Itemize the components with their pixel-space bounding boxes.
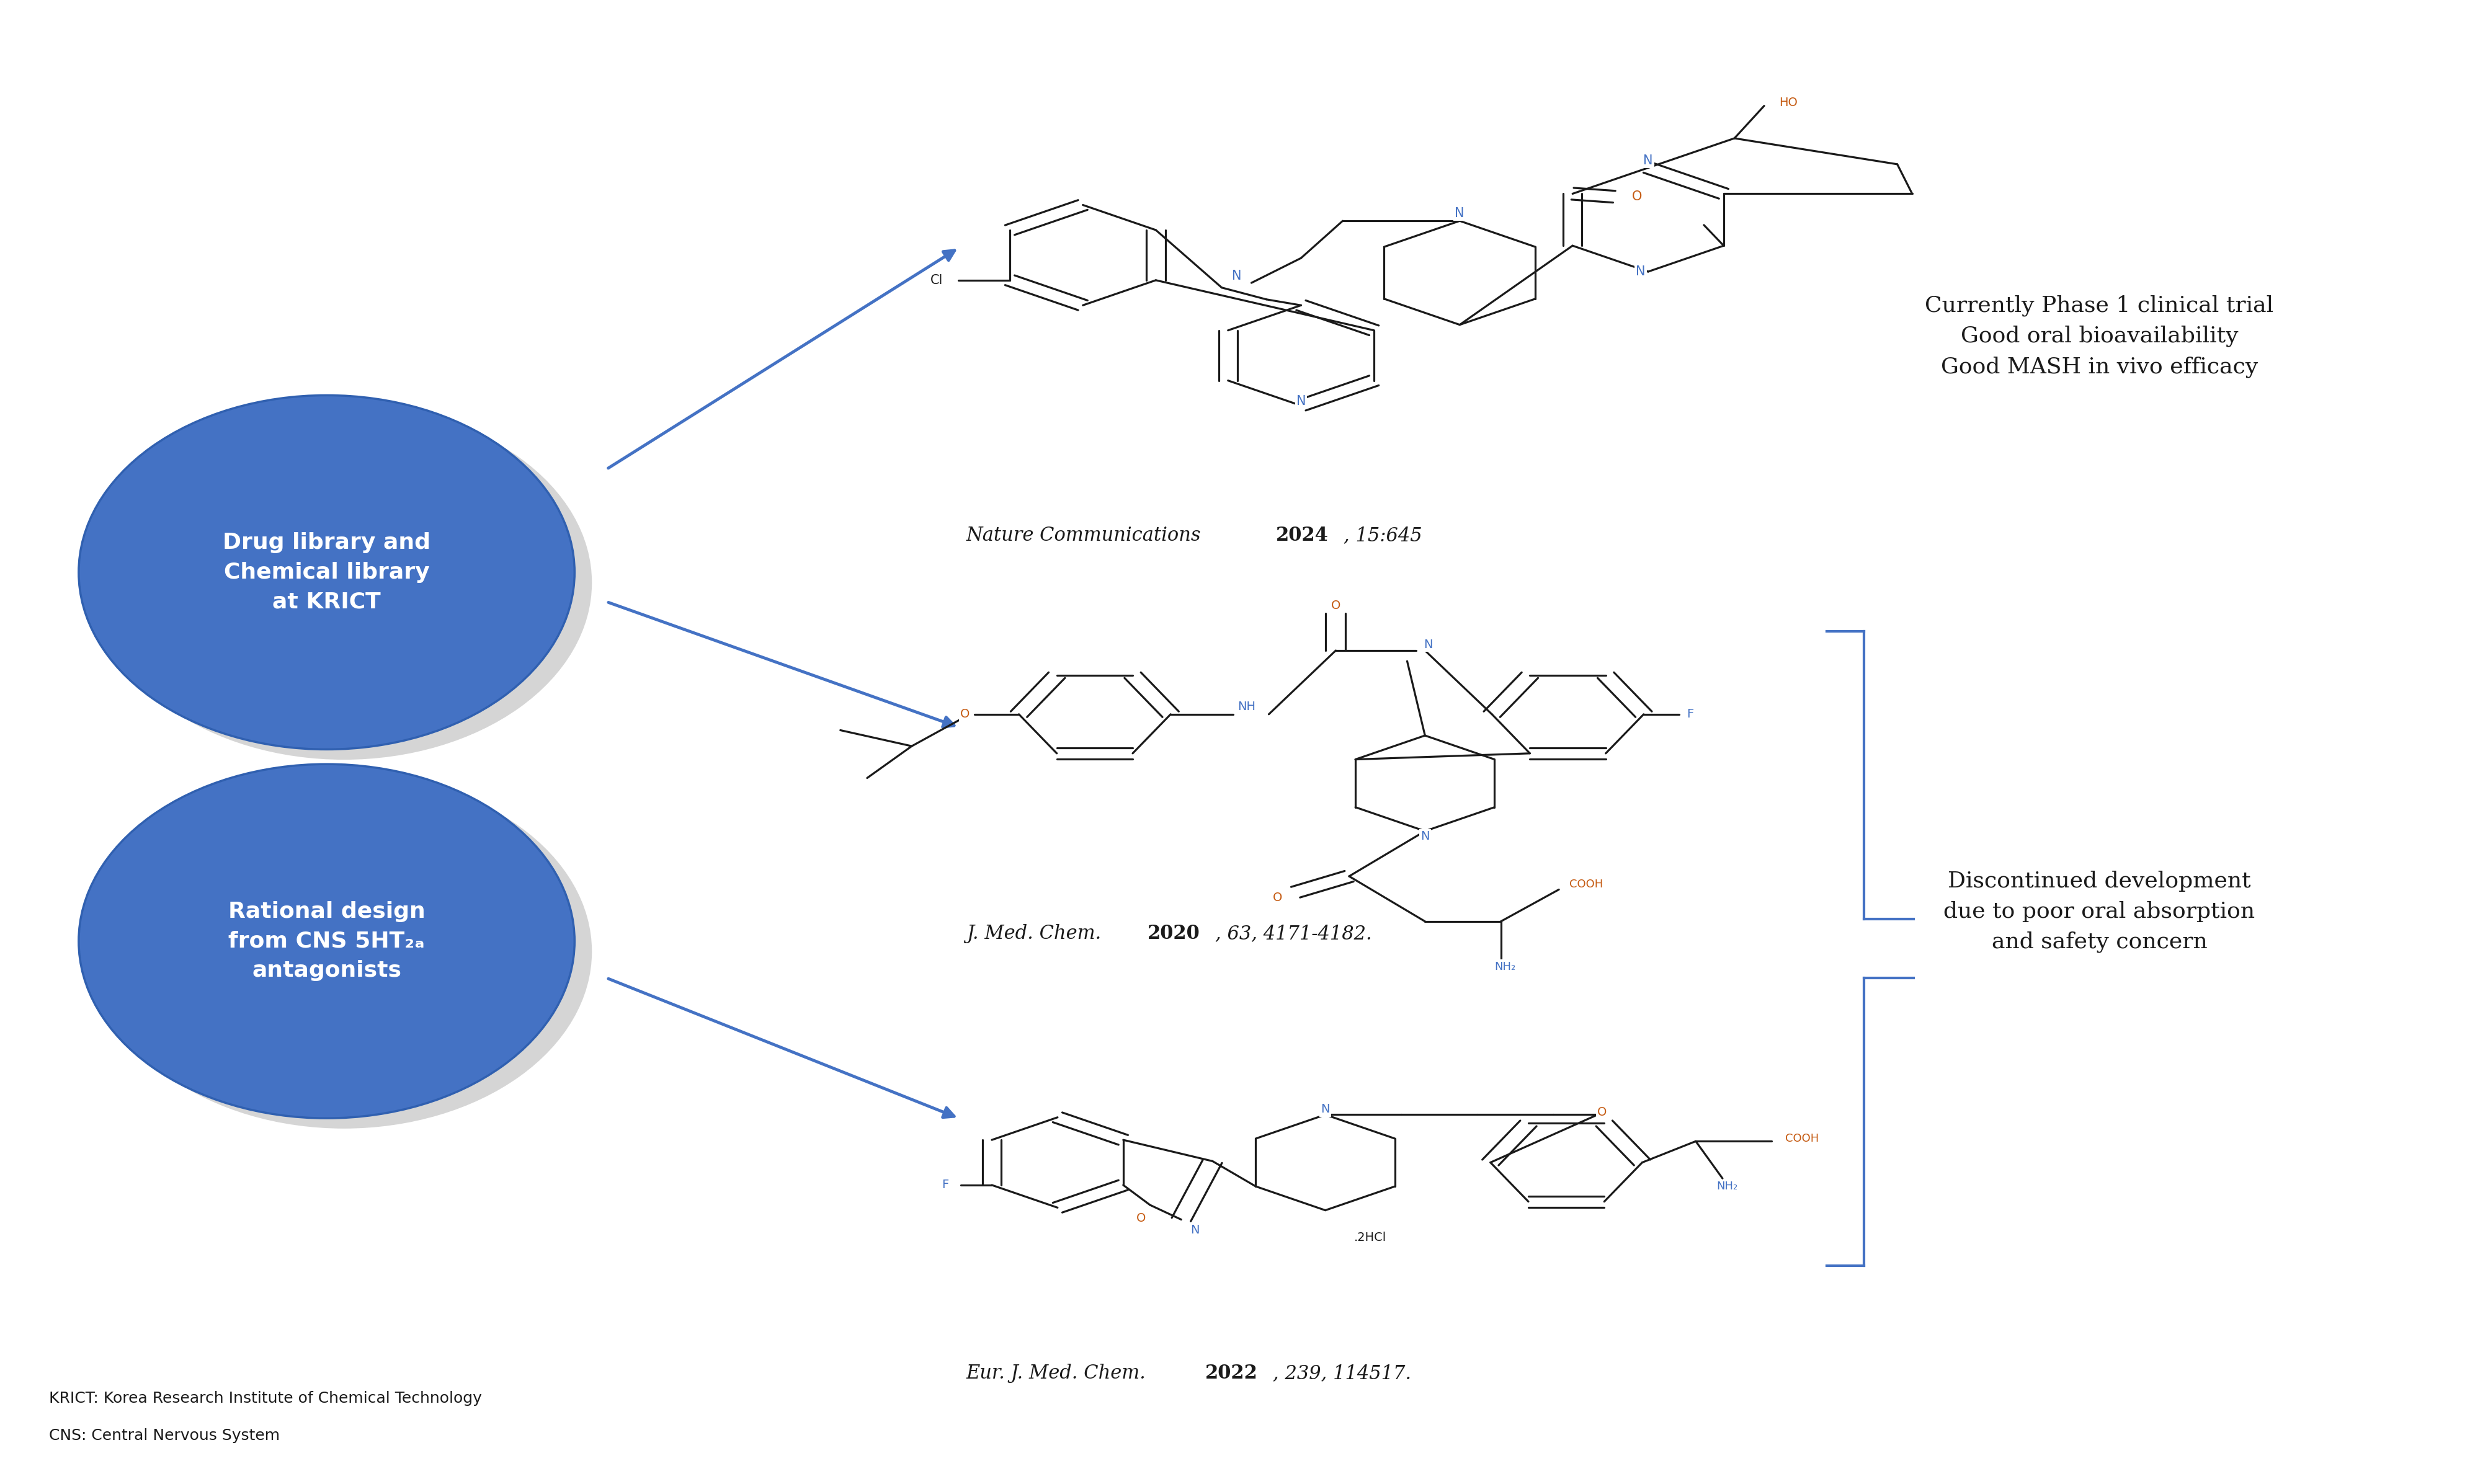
Text: HO: HO xyxy=(1779,96,1799,108)
Text: O: O xyxy=(1597,1106,1607,1117)
Text: F: F xyxy=(1687,708,1694,720)
Text: Rational design
from CNS 5HT₂ₐ
antagonists: Rational design from CNS 5HT₂ₐ antagonis… xyxy=(229,901,425,981)
Text: O: O xyxy=(1274,892,1281,904)
Text: 2024: 2024 xyxy=(1276,525,1329,545)
Text: N: N xyxy=(1455,208,1465,220)
Text: , 63, 4171-4182.: , 63, 4171-4182. xyxy=(1214,925,1371,944)
Text: N: N xyxy=(1232,270,1242,282)
Text: N: N xyxy=(1321,1104,1329,1116)
Ellipse shape xyxy=(97,775,592,1128)
Text: 2022: 2022 xyxy=(1204,1364,1259,1383)
Text: KRICT: Korea Research Institute of Chemical Technology: KRICT: Korea Research Institute of Chemi… xyxy=(50,1391,483,1405)
Text: 2020: 2020 xyxy=(1147,925,1199,944)
Text: , 15:645: , 15:645 xyxy=(1344,525,1423,545)
Text: N: N xyxy=(1296,395,1306,408)
Text: N: N xyxy=(1189,1224,1199,1236)
Text: Cl: Cl xyxy=(931,275,943,286)
Text: .2HCl: .2HCl xyxy=(1353,1232,1386,1244)
Text: NH₂: NH₂ xyxy=(1717,1181,1737,1192)
Text: Nature Communications: Nature Communications xyxy=(965,525,1207,545)
Text: O: O xyxy=(1137,1212,1147,1224)
Text: NH: NH xyxy=(1237,700,1256,712)
Ellipse shape xyxy=(80,764,575,1119)
Text: , 239, 114517.: , 239, 114517. xyxy=(1274,1364,1411,1383)
Text: NH₂: NH₂ xyxy=(1495,962,1515,972)
Text: COOH: COOH xyxy=(1570,879,1602,890)
Text: O: O xyxy=(1331,600,1341,611)
Text: CNS: Central Nervous System: CNS: Central Nervous System xyxy=(50,1428,279,1442)
Text: N: N xyxy=(1637,266,1645,278)
Text: N: N xyxy=(1645,154,1652,166)
Text: N: N xyxy=(1421,831,1431,843)
Text: Currently Phase 1 clinical trial
Good oral bioavailability
Good MASH in vivo eff: Currently Phase 1 clinical trial Good or… xyxy=(1926,295,2274,377)
Ellipse shape xyxy=(97,405,592,760)
Text: Eur. J. Med. Chem.: Eur. J. Med. Chem. xyxy=(965,1364,1152,1383)
Text: F: F xyxy=(943,1180,948,1192)
Text: O: O xyxy=(960,708,970,720)
Text: J. Med. Chem.: J. Med. Chem. xyxy=(965,925,1107,944)
Text: Drug library and
Chemical library
at KRICT: Drug library and Chemical library at KRI… xyxy=(224,533,430,613)
Text: O: O xyxy=(1632,190,1642,203)
Text: COOH: COOH xyxy=(1784,1132,1819,1144)
Text: Discontinued development
due to poor oral absorption
and safety concern: Discontinued development due to poor ora… xyxy=(1943,871,2254,953)
Ellipse shape xyxy=(80,395,575,749)
Text: N: N xyxy=(1423,638,1433,650)
